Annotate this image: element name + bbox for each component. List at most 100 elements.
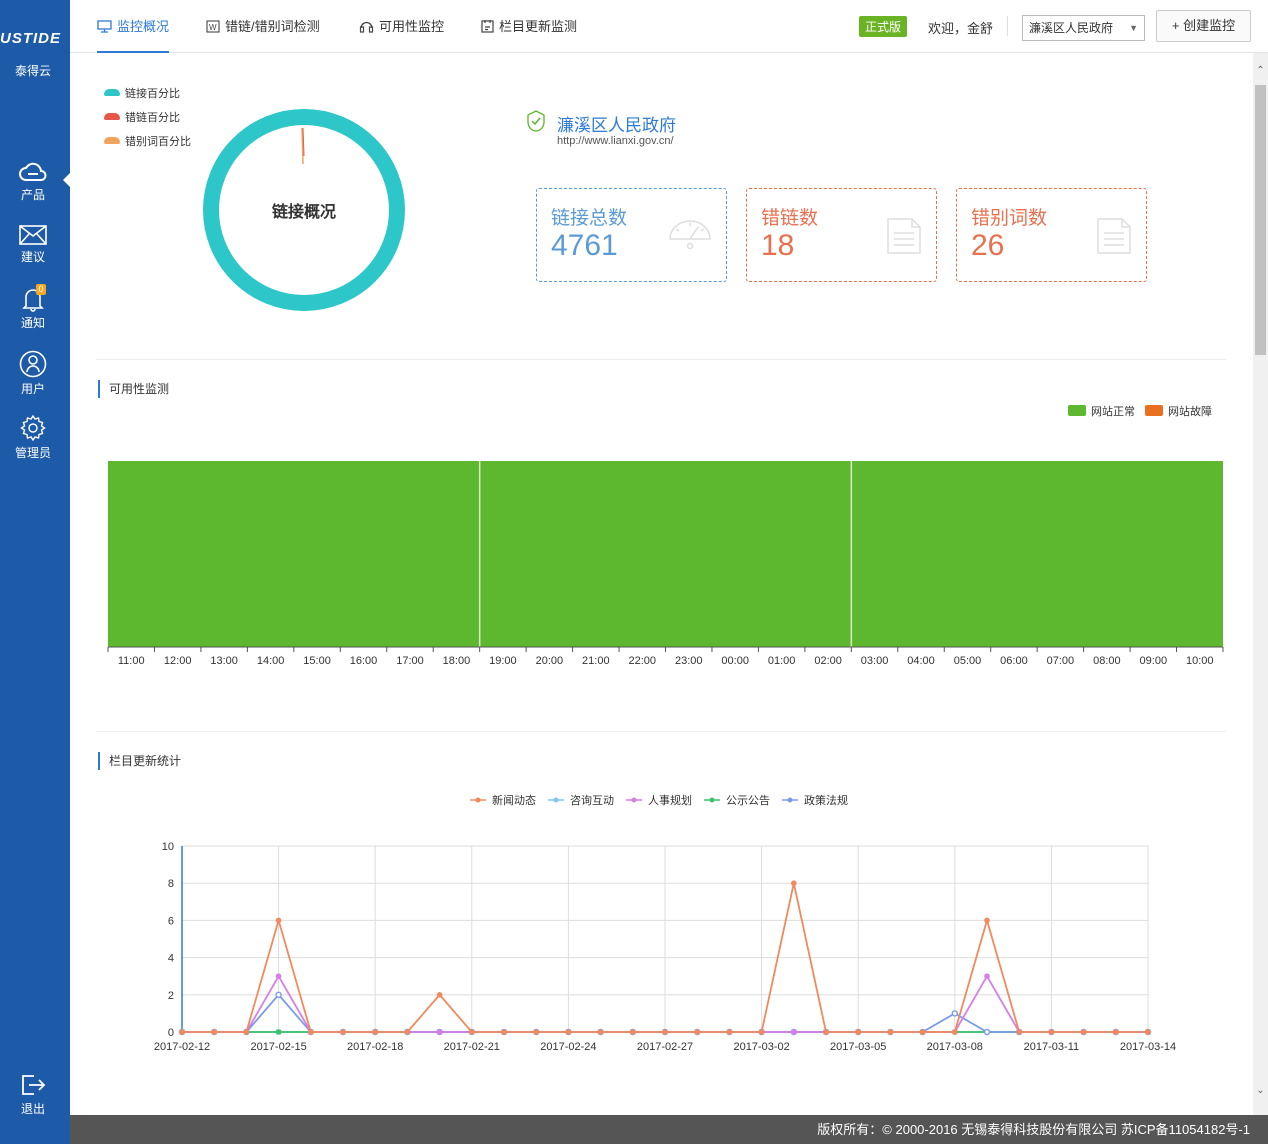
data-point[interactable] — [823, 1029, 829, 1035]
scrollbar[interactable]: ⌃ ⌄ — [1253, 53, 1268, 1115]
legend-item-fault[interactable]: 网站故障 — [1145, 403, 1212, 419]
legend-item[interactable]: 错链百分比 — [104, 109, 180, 125]
scroll-down-arrow-icon[interactable]: ⌄ — [1256, 1085, 1265, 1096]
tab-overview[interactable]: 监控概况 — [97, 0, 170, 53]
data-point[interactable] — [887, 1029, 894, 1035]
sidebar-item-logout[interactable]: 退出 — [0, 1072, 66, 1117]
data-point[interactable] — [758, 1029, 765, 1035]
chart-legend-item[interactable]: 人事规划 — [626, 793, 692, 807]
data-point[interactable] — [372, 1029, 378, 1035]
chart-legend-item[interactable]: 政策法规 — [782, 793, 848, 807]
stat-card-total-links[interactable]: 链接总数 4761 — [536, 188, 727, 282]
create-monitor-button[interactable]: + 创建监控 — [1156, 10, 1251, 42]
sidebar-item-notice[interactable]: 0 通知 — [0, 284, 66, 331]
sidebar-item-label: 管理员 — [14, 446, 51, 460]
availability-x-tick-label: 02:00 — [814, 655, 842, 667]
y-tick-label: 10 — [162, 841, 174, 853]
availability-x-tick-label: 16:00 — [350, 655, 378, 667]
notice-badge: 0 — [36, 284, 46, 295]
legend-label: 新闻动态 — [492, 793, 536, 807]
legend-swatch — [104, 89, 120, 96]
data-point[interactable] — [791, 1029, 797, 1035]
chart-legend-item[interactable]: 咨询互动 — [548, 793, 614, 807]
data-point[interactable] — [243, 1029, 250, 1035]
sidebar-item-user[interactable]: 用户 — [0, 350, 66, 397]
data-point[interactable] — [1016, 1029, 1022, 1035]
stat-card-broken-links[interactable]: 错链数 18 — [746, 188, 937, 282]
availability-x-tick-label: 12:00 — [164, 655, 192, 667]
legend-item-normal[interactable]: 网站正常 — [1068, 403, 1135, 419]
chart-legend-item[interactable]: 公示公告 — [704, 794, 770, 807]
data-point[interactable] — [597, 1029, 604, 1035]
availability-x-tick-label: 08:00 — [1093, 655, 1121, 667]
chart-legend-item[interactable]: 新闻动态 — [470, 793, 536, 807]
availability-x-tick-label: 21:00 — [582, 655, 610, 667]
data-point[interactable] — [984, 973, 990, 979]
data-point[interactable] — [533, 1029, 539, 1035]
tab-link-typo-check[interactable]: W 错链/错别词检测 — [206, 0, 320, 53]
data-point[interactable] — [1113, 1029, 1119, 1035]
sidebar-item-product[interactable]: 产品 — [0, 160, 66, 203]
document-icon — [1097, 218, 1131, 254]
availability-x-tick-label: 00:00 — [721, 655, 749, 667]
data-point[interactable] — [501, 1029, 507, 1035]
data-point[interactable] — [919, 1029, 926, 1035]
legend-item[interactable]: 链接百分比 — [104, 85, 180, 101]
availability-x-tick-label: 07:00 — [1047, 655, 1075, 667]
active-indicator — [63, 173, 70, 187]
tab-availability[interactable]: 可用性监控 — [359, 0, 444, 53]
availability-chart[interactable]: 11:00 12:00 13:00 14:00 15:00 16:00 17:00 18:00… — [100, 454, 1230, 674]
site-url[interactable]: http://www.lianxi.gov.cn/ — [557, 135, 674, 147]
data-point[interactable] — [469, 1029, 475, 1035]
data-point[interactable] — [275, 1029, 282, 1035]
data-point[interactable] — [179, 1029, 185, 1035]
data-point[interactable] — [340, 1029, 346, 1035]
data-point[interactable] — [565, 1029, 572, 1035]
data-point[interactable] — [308, 1029, 314, 1035]
data-point[interactable] — [404, 1029, 411, 1035]
scroll-up-arrow-icon[interactable]: ⌃ — [1256, 65, 1265, 76]
data-point[interactable] — [1145, 1029, 1151, 1035]
data-point[interactable] — [211, 1029, 217, 1035]
column-update-chart[interactable]: 新闻动态 咨询互动 人事规划 公示公告 政策法规 0 2 4 6 8 10 2017-02-12 201… — [130, 784, 1190, 1064]
stat-value: 26 — [971, 229, 1005, 262]
data-point[interactable] — [436, 992, 443, 998]
data-point[interactable] — [436, 1029, 443, 1035]
data-point[interactable] — [791, 880, 797, 886]
monitor-icon — [97, 20, 112, 33]
edition-badge: 正式版 — [859, 16, 908, 37]
sidebar-item-suggestion[interactable]: 建议 — [0, 224, 66, 265]
data-point[interactable] — [662, 1029, 668, 1035]
data-point[interactable] — [984, 917, 990, 924]
data-point[interactable] — [855, 1029, 861, 1035]
legend-swatch — [104, 137, 120, 144]
data-point[interactable] — [275, 973, 282, 979]
legend-item[interactable]: 错别词百分比 — [104, 133, 191, 149]
data-point[interactable] — [1048, 1029, 1055, 1035]
data-point[interactable] — [951, 1010, 958, 1017]
data-point[interactable] — [275, 917, 282, 924]
data-point[interactable] — [983, 1028, 991, 1036]
sidebar-item-admin[interactable]: 管理员 — [0, 414, 66, 461]
legend-label: 错别词百分比 — [125, 136, 191, 148]
availability-status-band[interactable] — [108, 461, 1223, 647]
availability-x-tick-label: 05:00 — [954, 655, 982, 667]
legend-marker — [553, 797, 559, 803]
link-overview-donut[interactable]: 链接概况 — [200, 106, 408, 314]
data-point[interactable] — [952, 1029, 958, 1035]
data-point[interactable] — [694, 1029, 700, 1035]
welcome-text: 欢迎，金舒 — [928, 21, 994, 36]
user-icon — [19, 350, 47, 378]
stat-card-typos[interactable]: 错别词数 26 — [956, 188, 1147, 282]
data-point[interactable] — [630, 1029, 636, 1035]
tab-label: 错链/错别词检测 — [225, 19, 320, 34]
region-select[interactable]: 濂溪区人民政府 ▼ — [1022, 15, 1145, 41]
data-point[interactable] — [1080, 1029, 1087, 1035]
data-point[interactable] — [726, 1029, 733, 1035]
donut-title: 链接概况 — [272, 202, 336, 221]
donut-slice-broken — [302, 127, 305, 157]
scrollbar-thumb[interactable] — [1255, 85, 1266, 355]
donut-slice-typos — [301, 127, 304, 165]
data-point[interactable] — [275, 991, 282, 999]
tab-column-update[interactable]: 栏目更新监测 — [481, 0, 577, 53]
